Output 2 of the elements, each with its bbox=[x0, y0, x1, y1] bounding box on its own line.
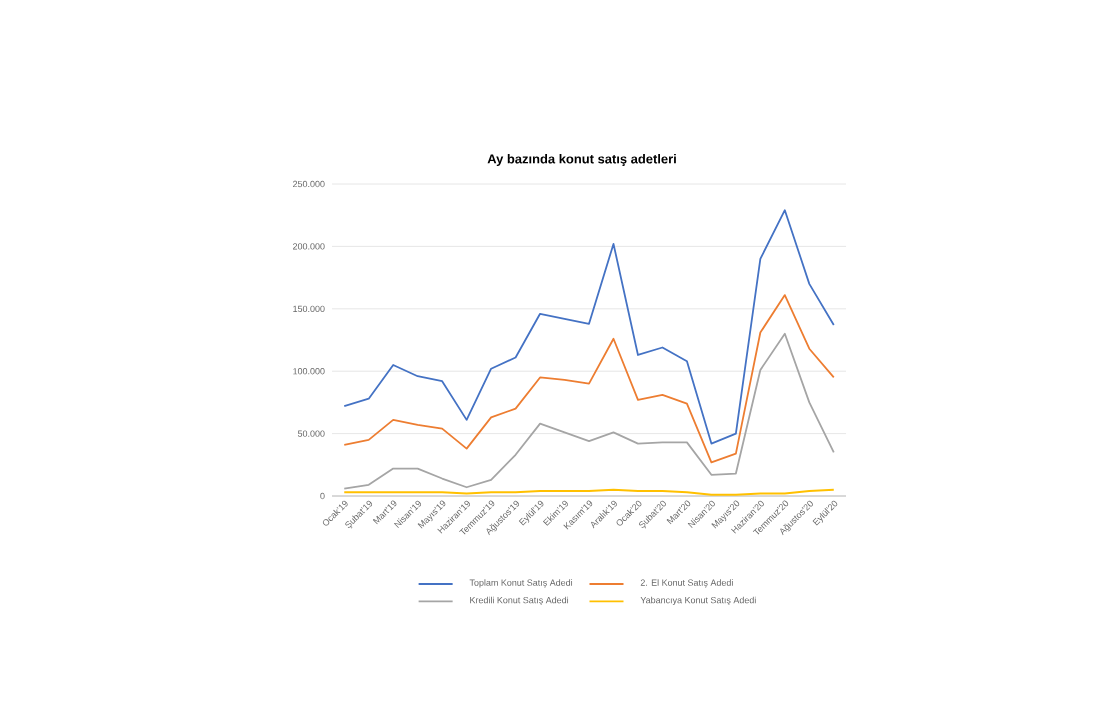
line-series bbox=[343, 294, 835, 464]
line-series bbox=[343, 209, 835, 445]
